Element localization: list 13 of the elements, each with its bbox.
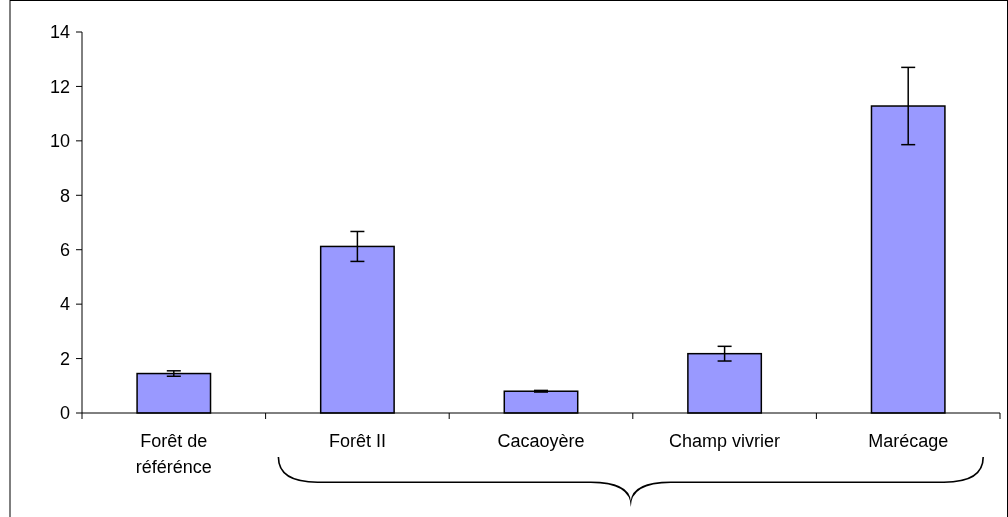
y-tick-label: 4 — [59, 294, 70, 315]
x-tick-label: Forêt de référénce — [135, 431, 212, 477]
x-tick-label: Champ vivrier — [669, 431, 781, 451]
y-tick-label: 0 — [59, 403, 70, 424]
y-tick-label: 10 — [49, 131, 70, 152]
y-tick-label: 8 — [59, 185, 70, 206]
y-tick-label: 12 — [49, 76, 70, 97]
x-tick-label: Marécage — [868, 431, 949, 451]
x-tick-label: Cacaoyère — [497, 431, 585, 451]
y-tick-label: 6 — [59, 240, 70, 261]
x-tick-label: Forêt II — [328, 431, 386, 451]
y-tick-label: 2 — [59, 348, 70, 369]
y-tick-label: 14 — [49, 22, 70, 43]
